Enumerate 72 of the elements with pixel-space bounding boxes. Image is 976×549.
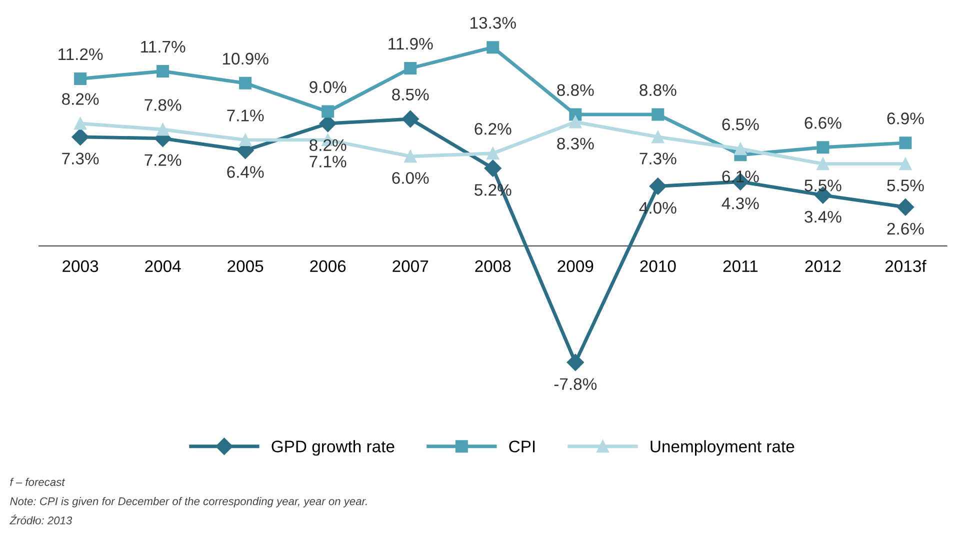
point [896, 198, 914, 216]
point [486, 41, 500, 54]
point [816, 158, 830, 170]
data-label: -7.8% [554, 378, 597, 390]
x-tick-label: 2009 [558, 260, 594, 272]
point [239, 134, 252, 146]
point [484, 160, 502, 177]
data-label: 7.1% [310, 156, 346, 168]
data-label: 9.0% [310, 81, 346, 93]
text: Note: CPI is given for December of the corresponding year, year on year. [10, 497, 367, 508]
x-tick-label: 2011 [723, 260, 758, 272]
x-tick-label: 2007 [392, 260, 428, 272]
data-label: 7.3% [62, 152, 99, 164]
data-label: 8.8% [557, 84, 594, 96]
data-label: 6.9% [887, 112, 924, 124]
point [649, 178, 666, 195]
point [816, 141, 830, 154]
data-label: 8.2% [310, 139, 346, 152]
data-label: 7.3% [640, 152, 676, 164]
point [322, 105, 334, 118]
data-label: 7.2% [144, 154, 182, 166]
point [652, 130, 664, 144]
data-label: 6.2% [474, 122, 512, 135]
data-label: 6.4% [227, 166, 264, 178]
data-label: 11.9% [388, 38, 433, 50]
data-label: 8.3% [557, 138, 594, 150]
legend-label: Unemployment rate [650, 440, 794, 456]
data-label: 6.0% [392, 172, 429, 184]
point [156, 123, 170, 136]
data-label: 8.2% [62, 93, 99, 105]
point [156, 64, 170, 78]
point [652, 108, 664, 121]
data-label: 6.6% [804, 117, 842, 129]
legend-label: GPD growth rate [272, 440, 394, 456]
data-label: 11.2% [58, 48, 103, 60]
data-label: 7.1% [227, 110, 264, 122]
data-label: 8.8% [640, 84, 676, 96]
data-label: 6.5% [722, 118, 759, 130]
point [74, 117, 87, 130]
x-tick-label: 2006 [310, 260, 346, 272]
data-label: 8.5% [392, 88, 429, 100]
data-label: 5.5% [804, 180, 842, 192]
x-tick-label: 2003 [62, 260, 98, 272]
data-label: 5.5% [887, 180, 924, 192]
point [402, 110, 419, 128]
point [566, 354, 584, 371]
x-tick-label: 2012 [805, 260, 841, 272]
text: Źródło: 2013 [10, 514, 72, 524]
x-tick-label: 2008 [475, 260, 511, 272]
point [404, 150, 417, 163]
legend-label: CPI [509, 440, 535, 452]
x-tick-label: 2010 [640, 260, 676, 272]
x-tick-label: 2004 [145, 260, 181, 272]
point [404, 62, 417, 74]
point [239, 76, 252, 90]
data-label: 10.9% [222, 52, 268, 65]
data-label: 2.6% [887, 222, 924, 235]
data-label: 4.3% [722, 197, 759, 210]
point [569, 116, 582, 128]
text: f – forecast [10, 478, 66, 486]
point [899, 158, 912, 170]
point [72, 128, 89, 146]
data-label: 3.4% [804, 210, 842, 223]
data-label: 7.8% [144, 99, 182, 111]
point [486, 147, 500, 160]
point [734, 142, 747, 156]
data-label: 13.3% [470, 16, 516, 29]
point [899, 136, 912, 150]
data-label: 11.7% [141, 40, 186, 53]
point [74, 72, 87, 85]
x-tick-label: 2013f [885, 260, 926, 272]
x-tick-label: 2005 [228, 260, 264, 272]
